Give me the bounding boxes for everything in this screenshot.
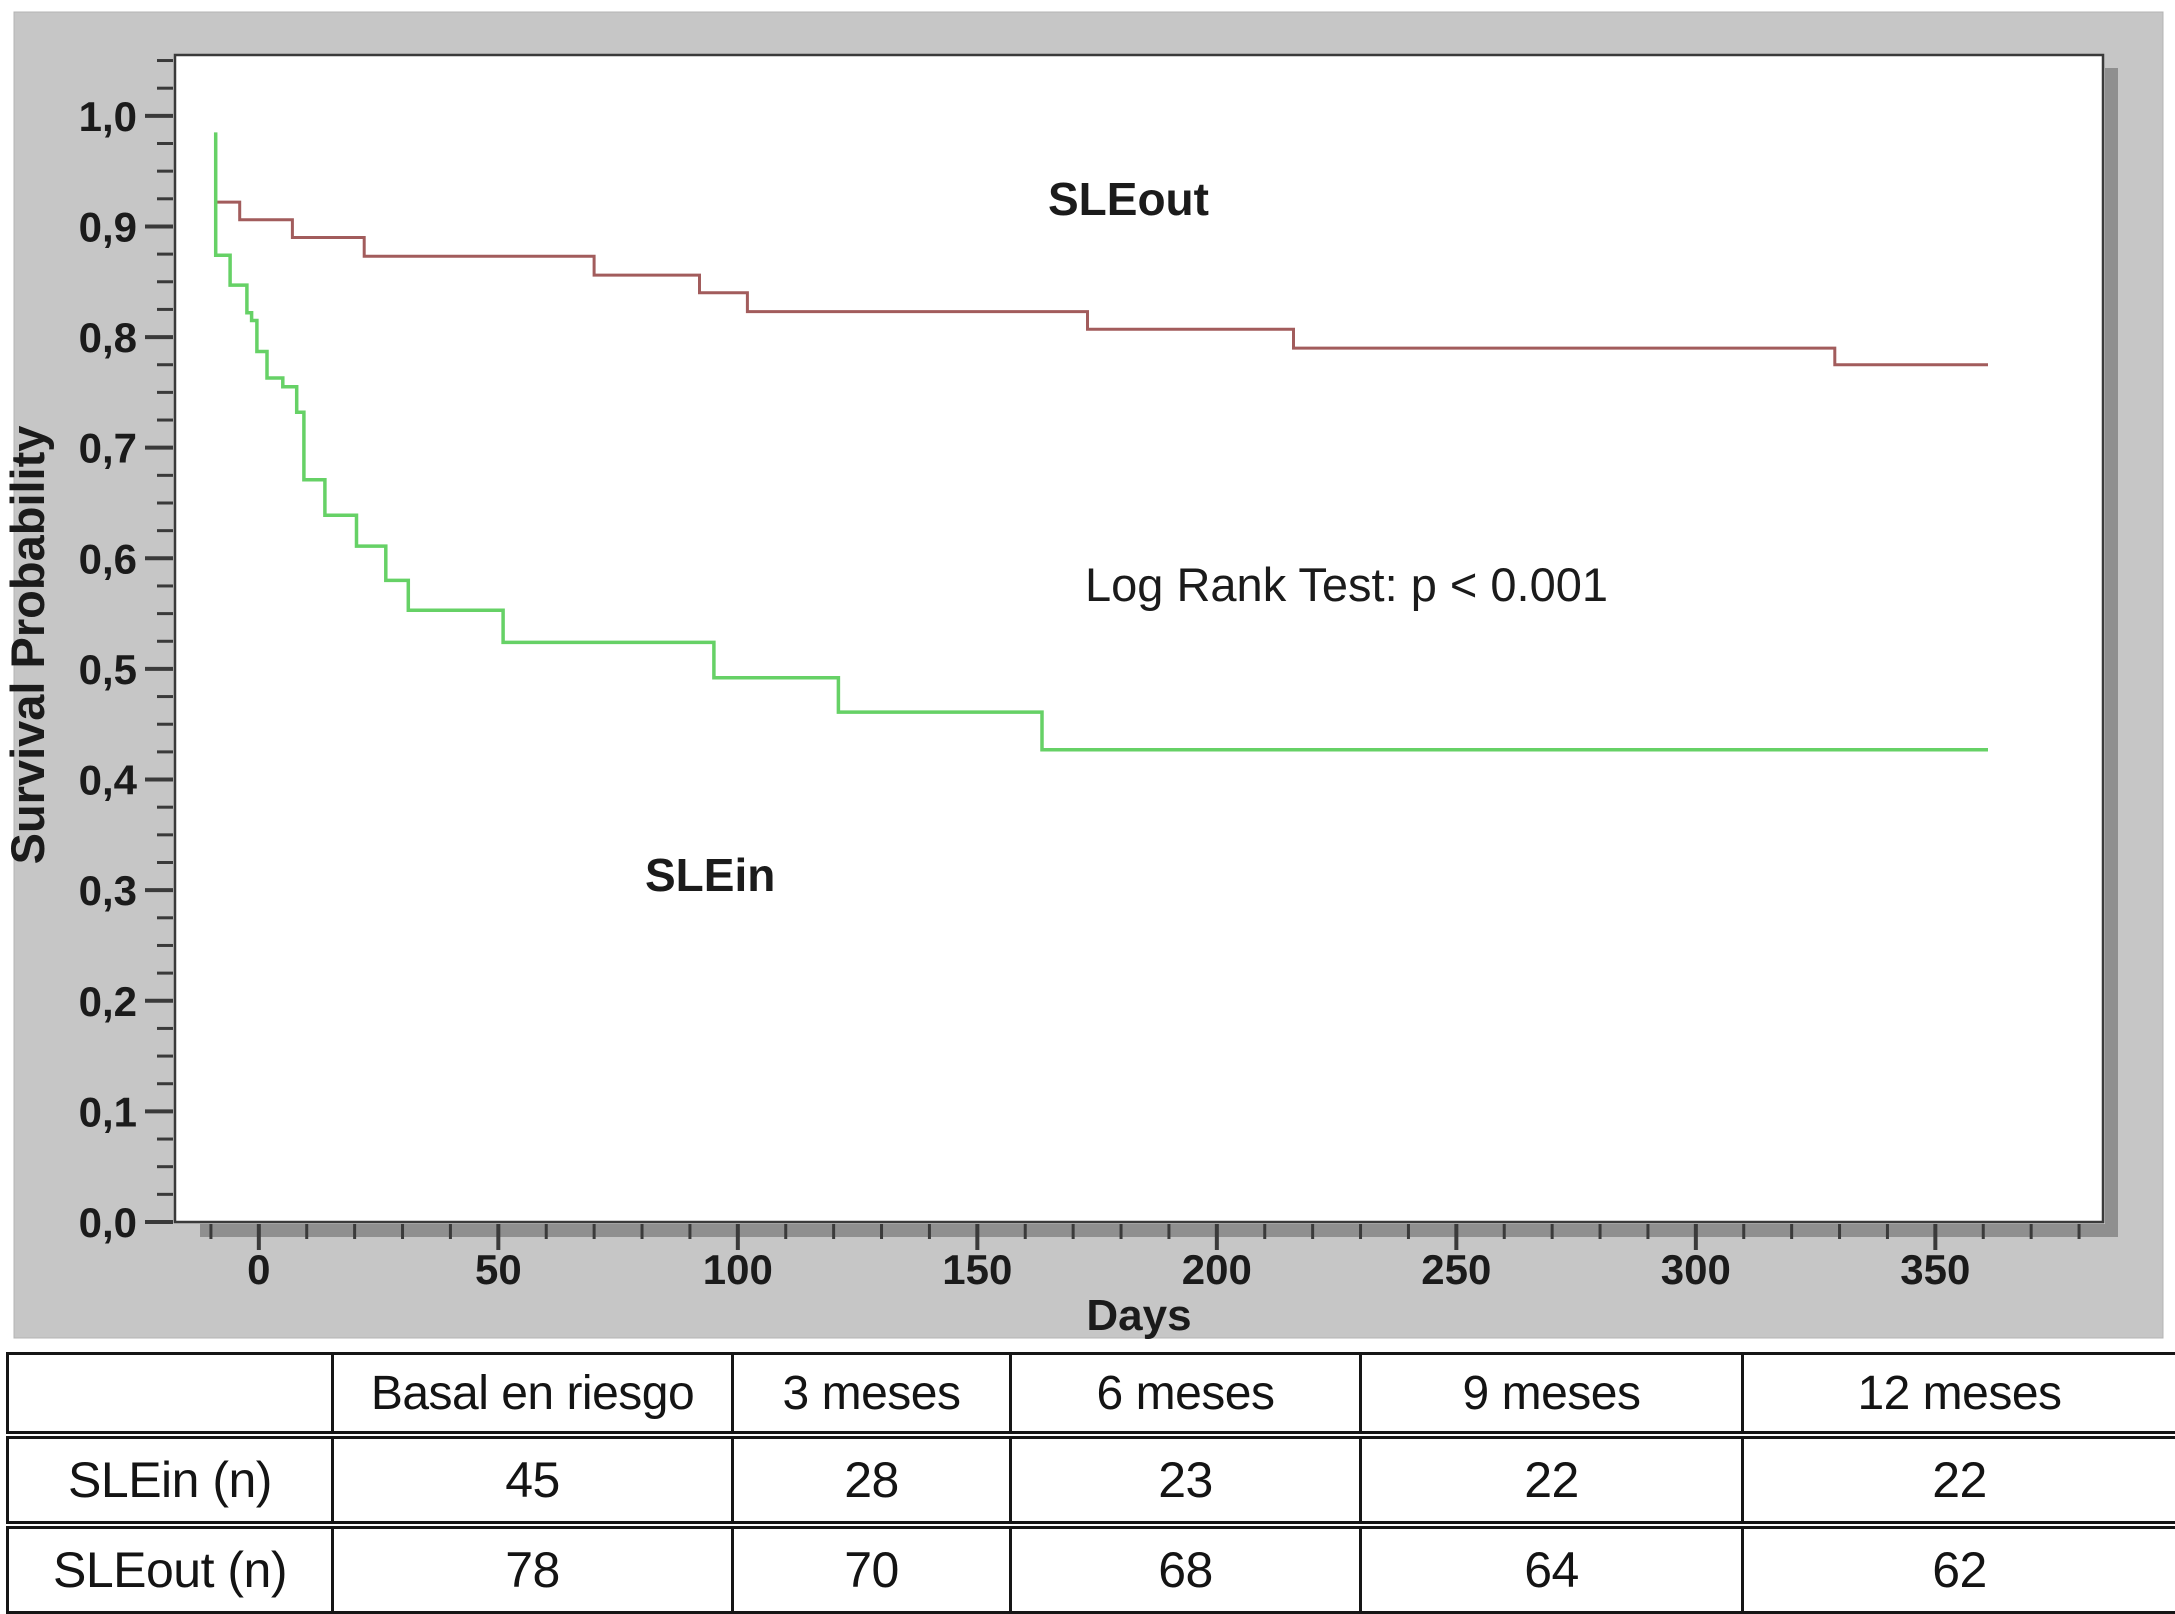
x-tick-label: 150 <box>942 1246 1012 1293</box>
y-tick-label: 0,4 <box>79 757 138 804</box>
x-tick-label: 250 <box>1421 1246 1491 1293</box>
col-header-basal-en-riesgo: Basal en riesgo <box>333 1354 733 1436</box>
slein-curve-label: SLEin <box>645 849 775 901</box>
col-header-12-meses: 12 meses <box>1743 1354 2175 1436</box>
y-tick-label: 0,0 <box>79 1199 137 1246</box>
y-tick-label: 0,8 <box>79 314 137 361</box>
slein-9m-count: 22 <box>1361 1435 1743 1525</box>
y-tick-label: 0,9 <box>79 203 137 250</box>
y-tick-label: 0,2 <box>79 978 137 1025</box>
slein-basal-count: 45 <box>333 1435 733 1525</box>
x-tick-label: 0 <box>247 1246 270 1293</box>
sleout-3m-count: 70 <box>733 1525 1011 1613</box>
x-tick-label: 350 <box>1900 1246 1970 1293</box>
x-tick-label: 200 <box>1182 1246 1252 1293</box>
x-tick-label: 100 <box>703 1246 773 1293</box>
sleout-12m-count: 62 <box>1743 1525 2175 1613</box>
y-axis-title: Survival Probability <box>1 426 54 865</box>
x-axis-title: Days <box>1086 1291 1191 1340</box>
y-tick-label: 0,7 <box>79 425 137 472</box>
y-tick-label: 1,0 <box>79 93 137 140</box>
y-tick-label: 0,3 <box>79 867 137 914</box>
slein-12m-count: 22 <box>1743 1435 2175 1525</box>
x-tick-label: 50 <box>475 1246 522 1293</box>
y-tick-label: 0,6 <box>79 535 137 582</box>
sleout-curve-label: SLEout <box>1048 173 1209 225</box>
row-label-sleout: SLEout (n) <box>8 1525 333 1613</box>
plot-area <box>175 55 2103 1222</box>
sleout-6m-count: 68 <box>1011 1525 1361 1613</box>
col-header-6-meses: 6 meses <box>1011 1354 1361 1436</box>
risk-table: Basal en riesgo 3 meses 6 meses 9 meses … <box>6 1352 2175 1614</box>
frame-shadow-right <box>2105 68 2118 1237</box>
y-tick-label: 0,5 <box>79 646 137 693</box>
sleout-9m-count: 64 <box>1361 1525 1743 1613</box>
col-header-3-meses: 3 meses <box>733 1354 1011 1436</box>
frame-shadow-bottom <box>200 1224 2114 1237</box>
x-tick-label: 300 <box>1661 1246 1731 1293</box>
risk-table-corner-cell <box>8 1354 333 1436</box>
survival-chart: 0 50 100 150 200 250 300 350 0,0 0,1 0,2 0,3 0,4 0,5 0… <box>0 0 2175 1348</box>
sleout-basal-count: 78 <box>333 1525 733 1613</box>
risk-table-header-row: Basal en riesgo 3 meses 6 meses 9 meses … <box>8 1354 2175 1436</box>
risk-table-row-sleout: SLEout (n) 78 70 68 64 62 <box>8 1525 2175 1613</box>
y-tick-label: 0,1 <box>79 1088 137 1135</box>
row-label-slein: SLEin (n) <box>8 1435 333 1525</box>
slein-6m-count: 23 <box>1011 1435 1361 1525</box>
risk-table-row-slein: SLEin (n) 45 28 23 22 22 <box>8 1435 2175 1525</box>
col-header-9-meses: 9 meses <box>1361 1354 1743 1436</box>
logrank-text: Log Rank Test: p < 0.001 <box>1085 558 1608 611</box>
slein-3m-count: 28 <box>733 1435 1011 1525</box>
